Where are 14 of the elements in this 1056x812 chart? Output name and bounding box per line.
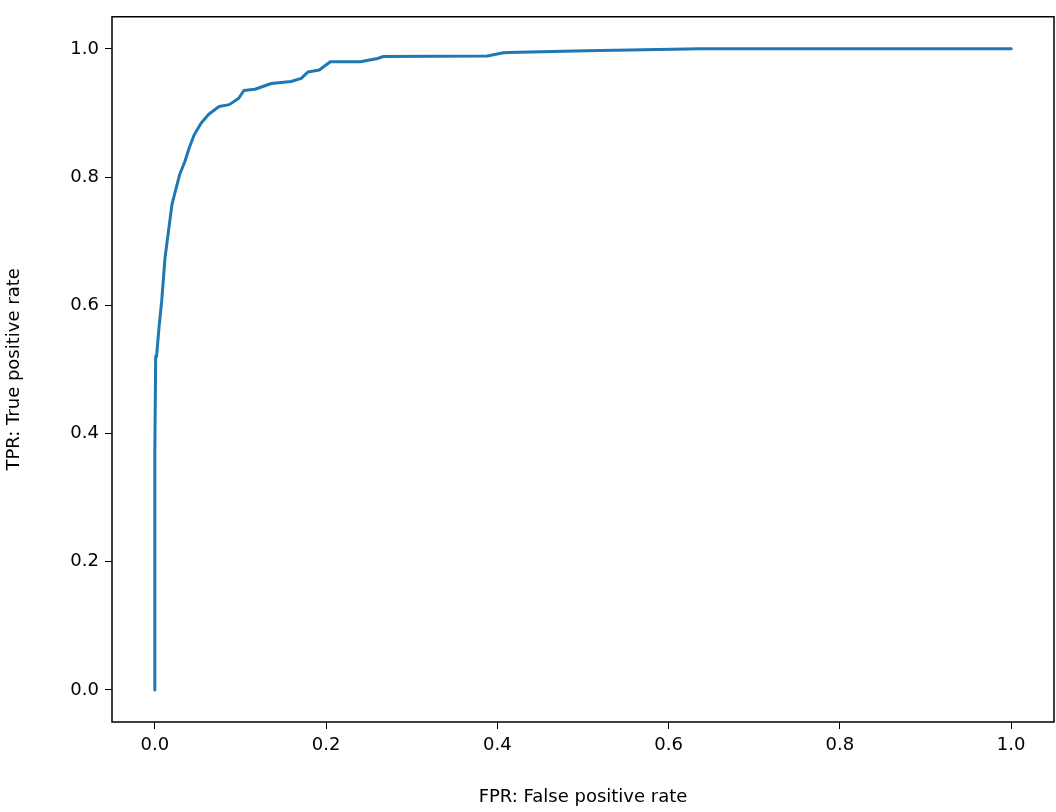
- y-tick-label: 0.2: [70, 549, 99, 571]
- y-tick-label: 0.6: [70, 292, 99, 314]
- x-tick-label: 1.0: [996, 733, 1026, 755]
- y-tick-label: 0.0: [70, 677, 99, 699]
- x-axis-title: FPR: False positive rate: [478, 784, 688, 806]
- x-tick-label: 0.6: [654, 733, 683, 755]
- y-tick-label: 1.0: [70, 36, 99, 58]
- x-tick-label: 0.0: [140, 733, 170, 755]
- y-axis-title: TPR: True positive rate: [2, 268, 24, 472]
- x-tick-label: 0.4: [483, 733, 512, 755]
- x-tick-label: 0.8: [825, 733, 855, 755]
- y-tick-label: 0.8: [70, 164, 99, 186]
- x-tick-label: 0.2: [311, 733, 341, 755]
- y-tick-label: 0.4: [70, 421, 99, 443]
